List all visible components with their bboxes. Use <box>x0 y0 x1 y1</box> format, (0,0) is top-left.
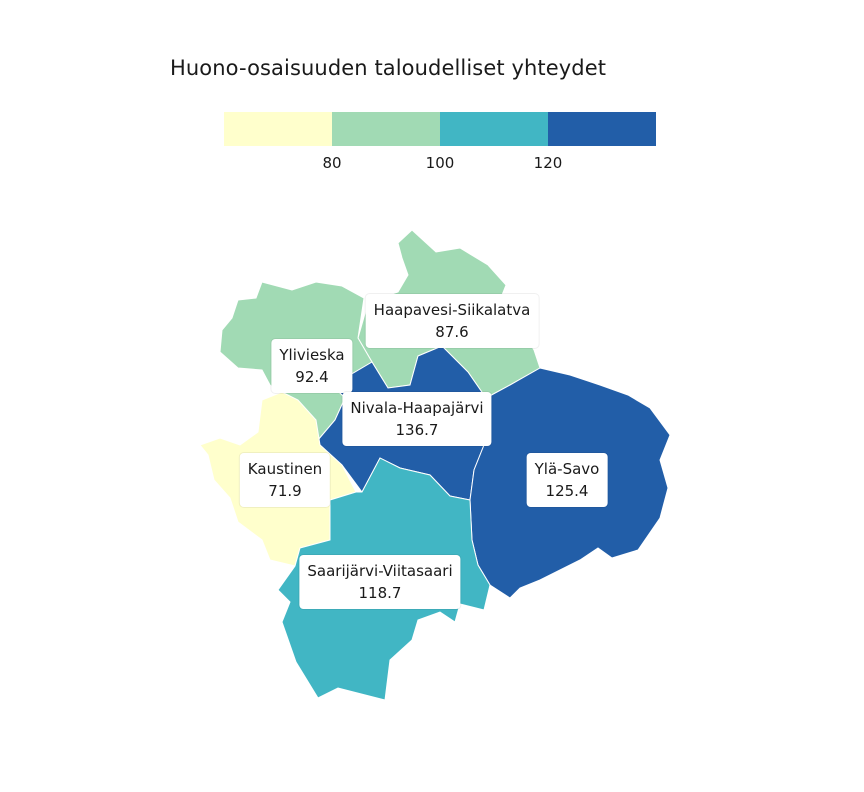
region-name: Haapavesi-Siikalatva <box>373 301 531 319</box>
region-value: 125.4 <box>545 482 589 500</box>
map-title: Huono-osaisuuden taloudelliset yhteydet <box>170 56 607 80</box>
region-name: Kaustinen <box>247 460 323 478</box>
legend-tick-80: 80 <box>322 154 342 172</box>
label-haapavesi-siikalatva: Haapavesi-Siikalatva 87.6 <box>365 294 539 348</box>
legend-swatch-4 <box>548 112 656 146</box>
legend-tick-120: 120 <box>533 154 563 172</box>
label-kaustinen: Kaustinen 71.9 <box>239 453 331 507</box>
region-name: Saarijärvi-Viitasaari <box>307 562 453 580</box>
region-value: 71.9 <box>268 482 302 500</box>
legend-swatch-3 <box>440 112 548 146</box>
region-name: Nivala-Haapajärvi <box>350 399 484 417</box>
color-legend <box>224 112 656 146</box>
region-name: Ylivieska <box>279 346 345 364</box>
region-value: 136.7 <box>395 421 439 439</box>
label-yla-savo: Ylä-Savo 125.4 <box>526 453 608 507</box>
legend-swatch-2 <box>332 112 440 146</box>
legend-swatch-1 <box>224 112 332 146</box>
region-value: 92.4 <box>295 368 329 386</box>
label-nivala-haapajarvi: Nivala-Haapajärvi 136.7 <box>342 392 492 446</box>
region-value: 87.6 <box>435 323 469 341</box>
region-value: 118.7 <box>358 584 402 602</box>
label-saarijarvi-viitasaari: Saarijärvi-Viitasaari 118.7 <box>299 555 461 609</box>
label-ylivieska: Ylivieska 92.4 <box>271 339 353 393</box>
legend-tick-100: 100 <box>425 154 455 172</box>
region-name: Ylä-Savo <box>534 460 600 478</box>
